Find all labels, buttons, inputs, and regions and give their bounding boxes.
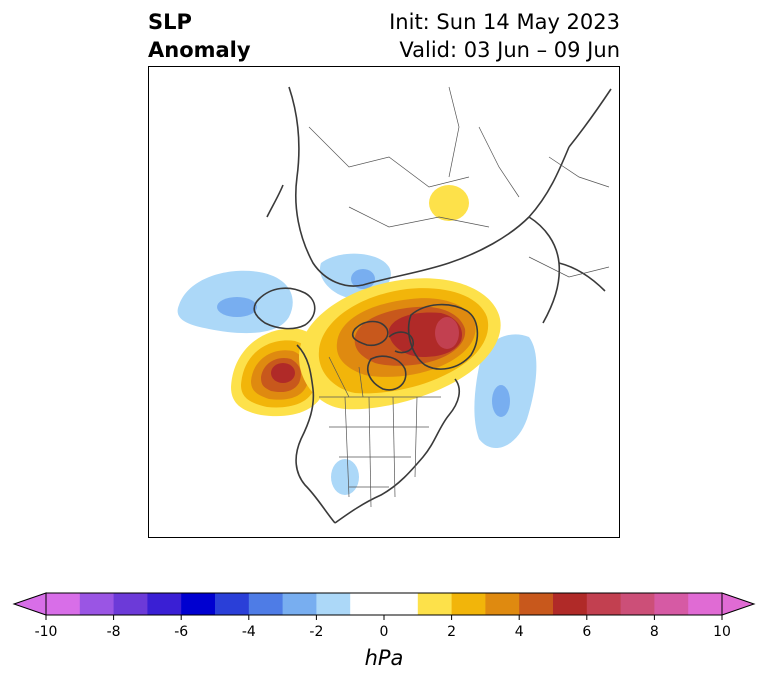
colorbar-tick-label: 2 bbox=[447, 624, 457, 640]
colorbar-segment bbox=[248, 593, 284, 615]
colorbar-segment bbox=[688, 593, 723, 615]
colorbar-segment bbox=[181, 593, 216, 615]
colorbar-tick-label: 6 bbox=[582, 624, 592, 640]
anomaly-map bbox=[177, 86, 612, 524]
colorbar-ticks bbox=[45, 615, 723, 620]
colorbar-extend-max bbox=[721, 592, 756, 616]
colorbar-segment bbox=[553, 593, 588, 615]
colorbar-extend-min bbox=[12, 592, 47, 616]
colorbar-segment bbox=[215, 593, 250, 615]
colorbar-segment bbox=[485, 593, 520, 615]
north-pacific-low bbox=[177, 270, 293, 334]
southwest-us-low bbox=[331, 459, 359, 495]
title-line-2: Anomaly bbox=[148, 38, 251, 62]
colorbar-segment bbox=[282, 593, 317, 615]
colorbar-tick-label: -6 bbox=[174, 624, 189, 640]
colorbar-segment bbox=[316, 593, 351, 615]
colorbar-segments bbox=[46, 593, 723, 615]
colorbar-segment bbox=[654, 593, 689, 615]
map-panel bbox=[148, 66, 620, 538]
coastlines bbox=[253, 86, 612, 524]
colorbar-segment bbox=[586, 593, 622, 615]
title-line-1: SLP bbox=[148, 10, 192, 34]
colorbar-segment bbox=[79, 593, 115, 615]
colorbar bbox=[12, 592, 756, 620]
colorbar-unit-label: hPa bbox=[364, 646, 404, 670]
colorbar-tick-label: -4 bbox=[241, 624, 256, 640]
colorbar-tick-label: 4 bbox=[514, 624, 524, 640]
siberia-high bbox=[429, 185, 469, 221]
colorbar-segment bbox=[620, 593, 655, 615]
init-date: Init: Sun 14 May 2023 bbox=[389, 10, 620, 34]
north-atlantic-low bbox=[474, 334, 537, 449]
northeast-pacific-high bbox=[231, 328, 328, 417]
forecast-dates: Init: Sun 14 May 2023 Valid: 03 Jun – 09… bbox=[389, 8, 620, 64]
colorbar-segment bbox=[350, 593, 419, 615]
colorbar-tick-label: 8 bbox=[649, 624, 659, 640]
colorbar-segment bbox=[46, 593, 81, 615]
political-borders bbox=[308, 86, 610, 508]
colorbar-tick-label: 10 bbox=[713, 624, 731, 640]
colorbar-segment bbox=[417, 593, 453, 615]
colorbar-segment bbox=[451, 593, 486, 615]
colorbar-segment bbox=[519, 593, 554, 615]
colorbar-tick-label: -8 bbox=[106, 624, 121, 640]
colorbar-segment bbox=[113, 593, 148, 615]
colorbar-tick-label: -2 bbox=[309, 624, 324, 640]
colorbar-segment bbox=[147, 593, 182, 615]
valid-range: Valid: 03 Jun – 09 Jun bbox=[399, 38, 620, 62]
colorbar-tick-label: 0 bbox=[379, 624, 389, 640]
map-title: SLP Anomaly bbox=[148, 8, 251, 64]
greenland-high bbox=[299, 278, 501, 410]
colorbar-tick-label: -10 bbox=[34, 624, 58, 640]
